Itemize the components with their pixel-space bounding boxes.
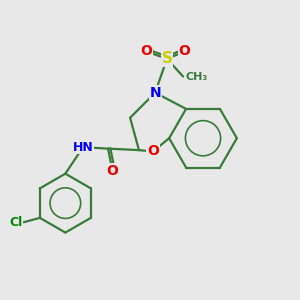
Text: O: O bbox=[140, 44, 152, 58]
Text: O: O bbox=[179, 44, 190, 58]
Text: HN: HN bbox=[73, 141, 93, 154]
Text: N: N bbox=[149, 86, 161, 100]
Text: O: O bbox=[106, 164, 119, 178]
Text: O: O bbox=[147, 145, 159, 158]
Text: S: S bbox=[161, 51, 172, 66]
Text: Cl: Cl bbox=[10, 216, 23, 229]
Text: CH₃: CH₃ bbox=[185, 71, 208, 82]
